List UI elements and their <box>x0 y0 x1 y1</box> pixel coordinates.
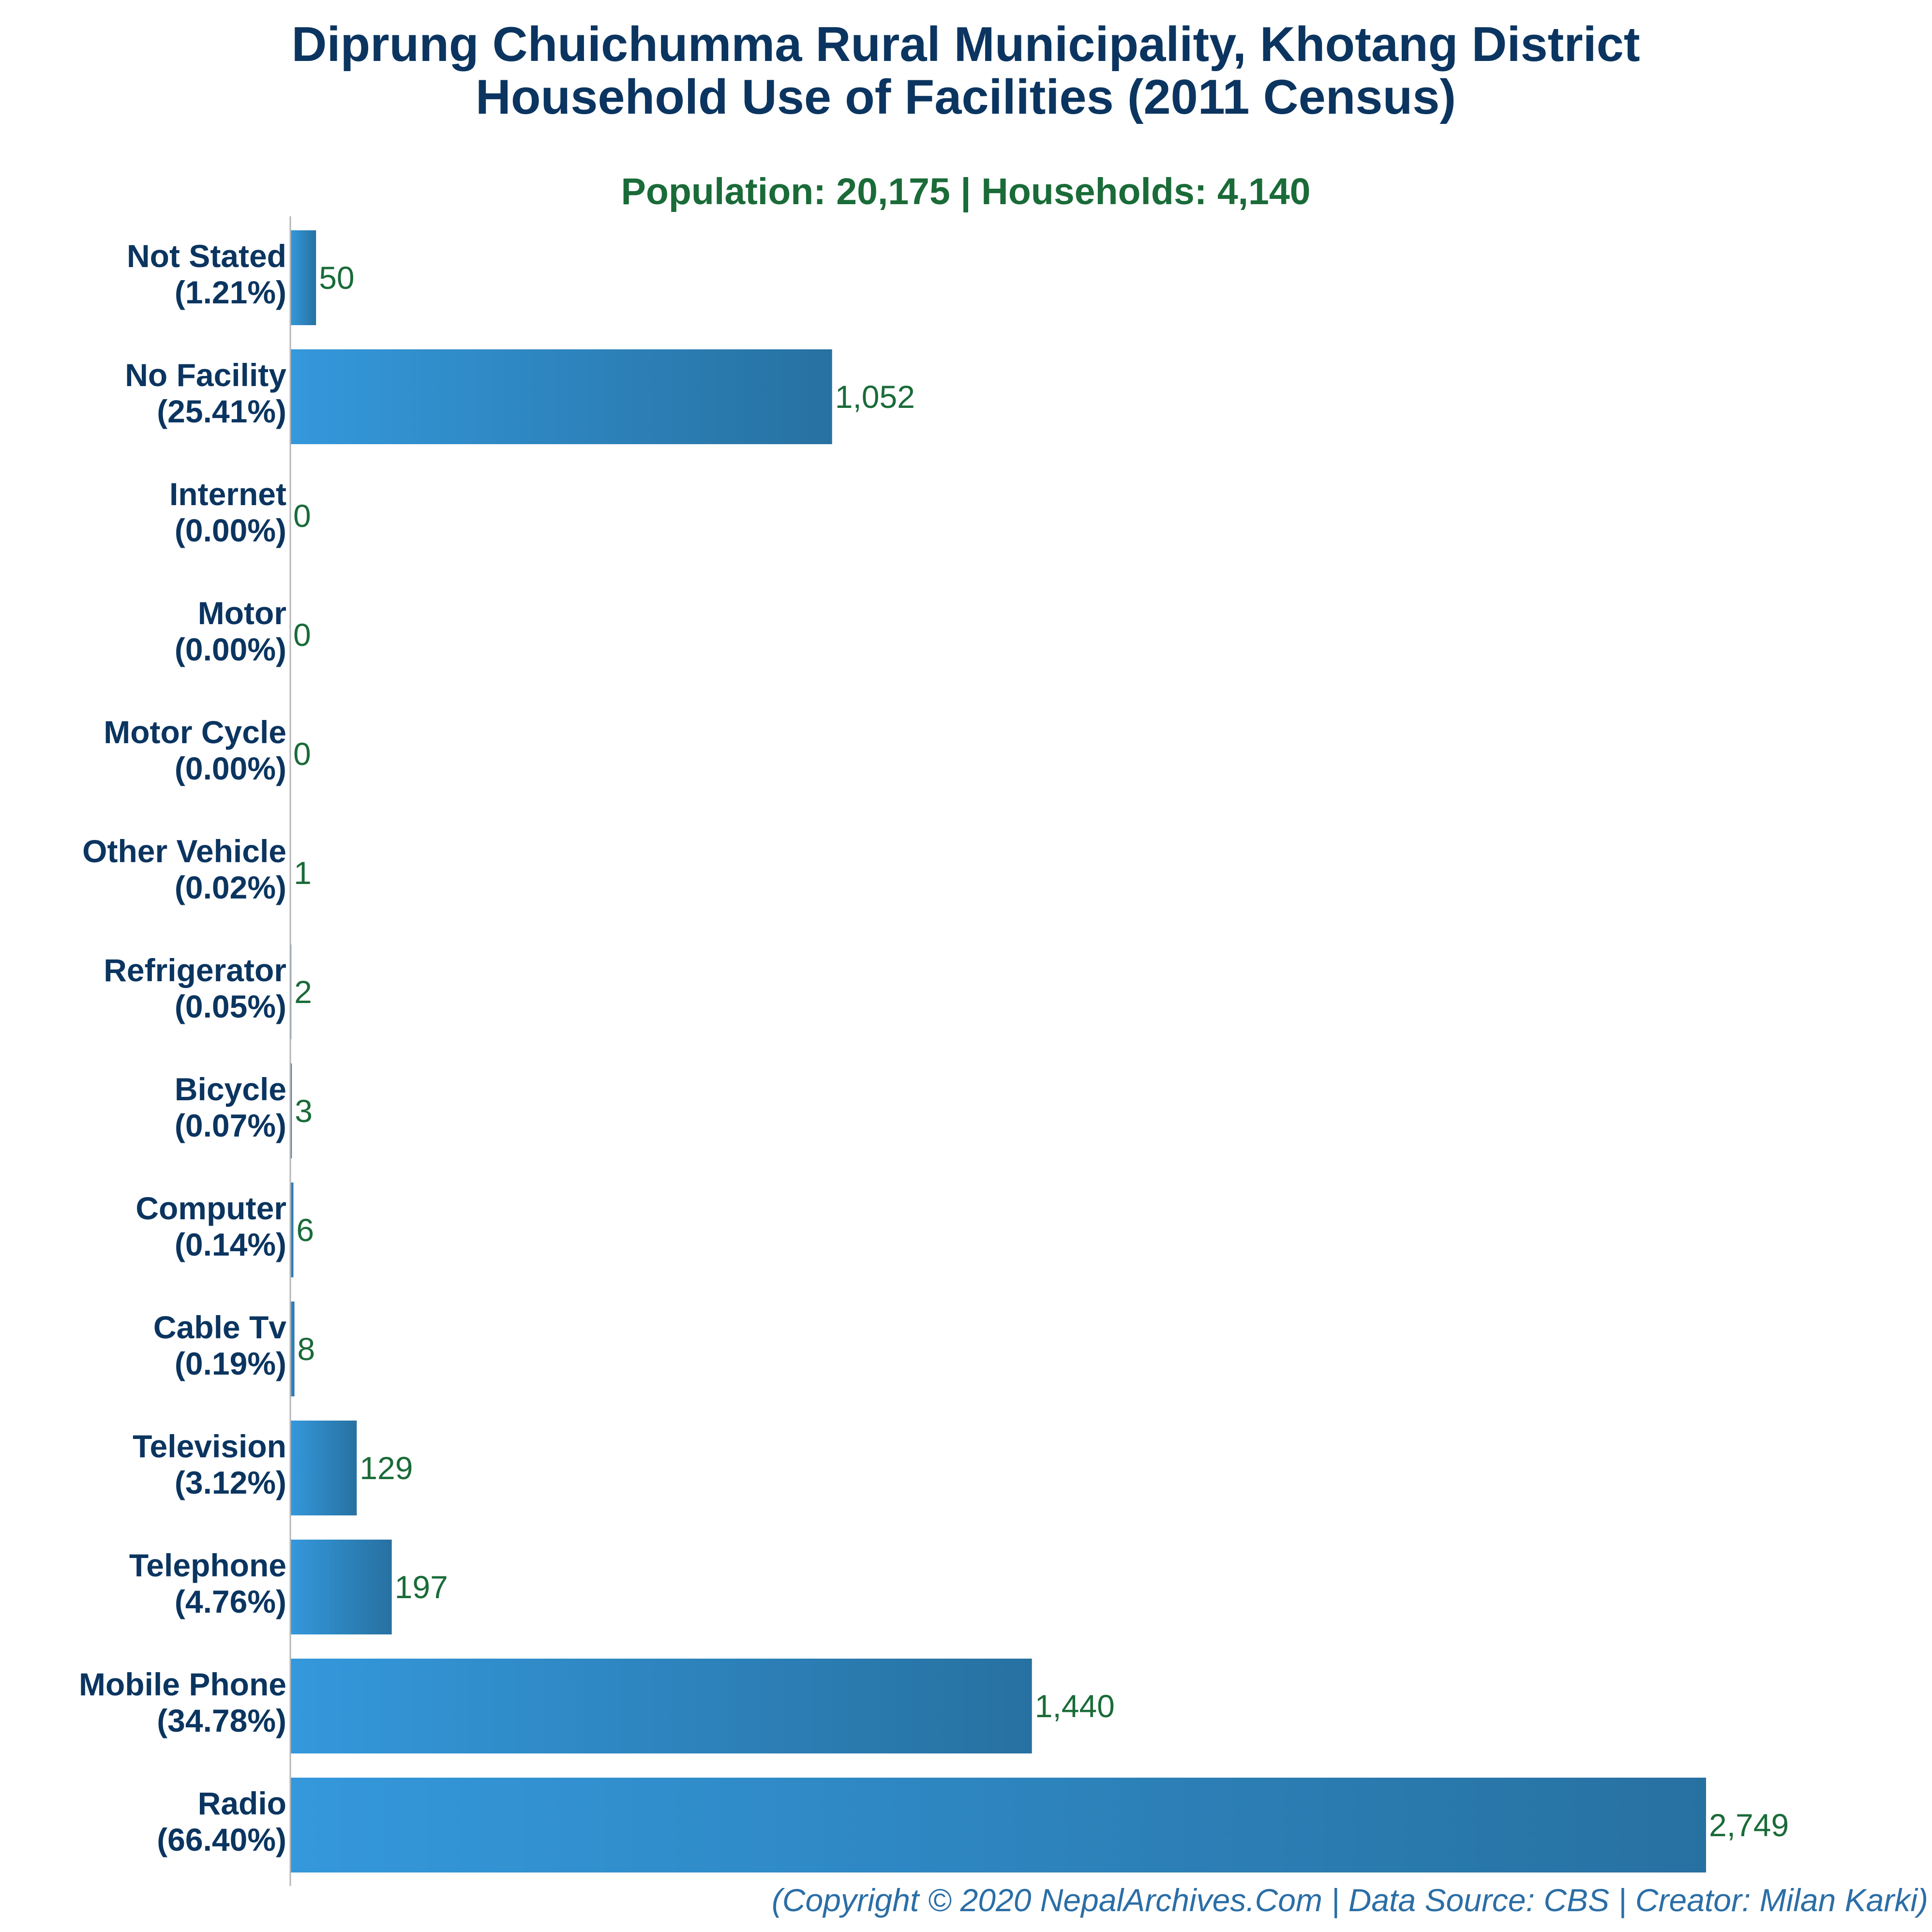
value-label-no-facility: 1,052 <box>835 379 915 415</box>
value-label-bicycle: 3 <box>295 1093 313 1129</box>
category-label-radio: Radio <box>198 1785 286 1821</box>
category-percent-radio: (66.40%) <box>157 1822 286 1857</box>
category-label-refrigerator: Refrigerator <box>104 952 286 988</box>
category-percent-motor-cycle: (0.00%) <box>175 750 286 786</box>
bar-cable-tv <box>290 1302 295 1396</box>
value-label-telephone: 197 <box>395 1569 448 1605</box>
category-label-no-facility: No Facility <box>125 357 286 393</box>
bar-bicycle <box>290 1063 292 1158</box>
chart-subtitle: Population: 20,175 | Households: 4,140 <box>621 171 1310 212</box>
category-label-computer: Computer <box>135 1190 286 1226</box>
value-label-motor: 0 <box>293 617 311 653</box>
category-percent-internet: (0.00%) <box>175 512 286 548</box>
category-label-other-vehicle: Other Vehicle <box>82 833 286 869</box>
value-label-computer: 6 <box>296 1212 314 1248</box>
value-label-other-vehicle: 1 <box>294 855 312 891</box>
category-percent-motor: (0.00%) <box>175 631 286 667</box>
bar-not-stated <box>290 230 316 325</box>
bar-mobile-phone <box>290 1659 1032 1753</box>
value-label-mobile-phone: 1,440 <box>1035 1688 1115 1724</box>
category-label-bicycle: Bicycle <box>175 1071 286 1107</box>
category-percent-no-facility: (25.41%) <box>157 393 286 429</box>
category-label-mobile-phone: Mobile Phone <box>79 1666 286 1702</box>
category-percent-not-stated: (1.21%) <box>175 274 286 310</box>
category-percent-telephone: (4.76%) <box>175 1584 286 1619</box>
category-percent-other-vehicle: (0.02%) <box>175 869 286 905</box>
category-percent-mobile-phone: (34.78%) <box>157 1703 286 1738</box>
value-label-television: 129 <box>359 1450 413 1486</box>
category-percent-computer: (0.14%) <box>175 1227 286 1262</box>
category-label-telephone: Telephone <box>129 1547 286 1583</box>
value-label-cable-tv: 8 <box>298 1331 315 1367</box>
value-label-motor-cycle: 0 <box>293 736 311 772</box>
value-label-internet: 0 <box>293 498 311 534</box>
category-label-motor-cycle: Motor Cycle <box>104 714 286 750</box>
bar-television <box>290 1421 357 1515</box>
category-label-not-stated: Not Stated <box>127 238 286 274</box>
footer-credit: (Copyright © 2020 NepalArchives.Com | Da… <box>772 1882 1928 1919</box>
category-label-motor: Motor <box>198 595 286 631</box>
category-percent-refrigerator: (0.05%) <box>175 988 286 1024</box>
chart-title-line-1: Diprung Chuichumma Rural Municipality, K… <box>292 17 1640 72</box>
value-label-radio: 2,749 <box>1709 1807 1789 1843</box>
category-percent-cable-tv: (0.19%) <box>175 1346 286 1381</box>
bar-telephone <box>290 1540 392 1634</box>
plot-area: 50 Not Stated(1.21%) 1,052 No Facility(25.4… <box>79 230 1789 1872</box>
category-label-television: Television <box>133 1428 286 1464</box>
bar-radio <box>290 1778 1706 1872</box>
category-label-internet: Internet <box>169 476 286 512</box>
category-percent-bicycle: (0.07%) <box>175 1108 286 1143</box>
category-percent-television: (3.12%) <box>175 1465 286 1500</box>
chart-title-line-2: Household Use of Facilities (2011 Census… <box>476 70 1456 124</box>
value-label-refrigerator: 2 <box>294 974 312 1010</box>
value-label-not-stated: 50 <box>319 260 354 296</box>
bar-no-facility <box>290 349 832 444</box>
bar-computer <box>290 1183 294 1277</box>
category-label-cable-tv: Cable Tv <box>153 1309 286 1345</box>
